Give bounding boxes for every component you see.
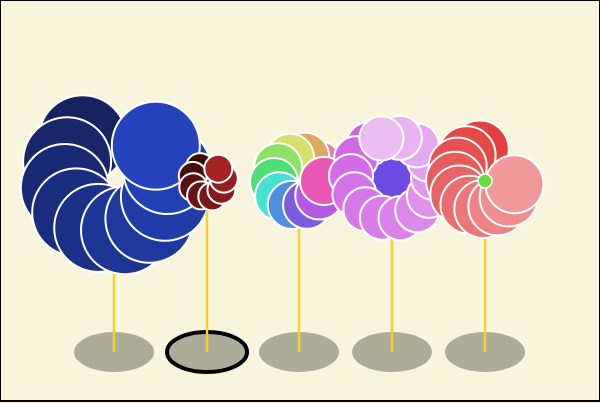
maroon-flower[interactable] [165,152,249,374]
salmon-flower[interactable] [425,119,545,373]
petal [358,115,405,162]
center-marker [477,173,493,189]
petal [110,100,201,191]
petal [484,154,545,215]
navy-flower[interactable] [19,94,213,372]
petal [203,153,234,184]
